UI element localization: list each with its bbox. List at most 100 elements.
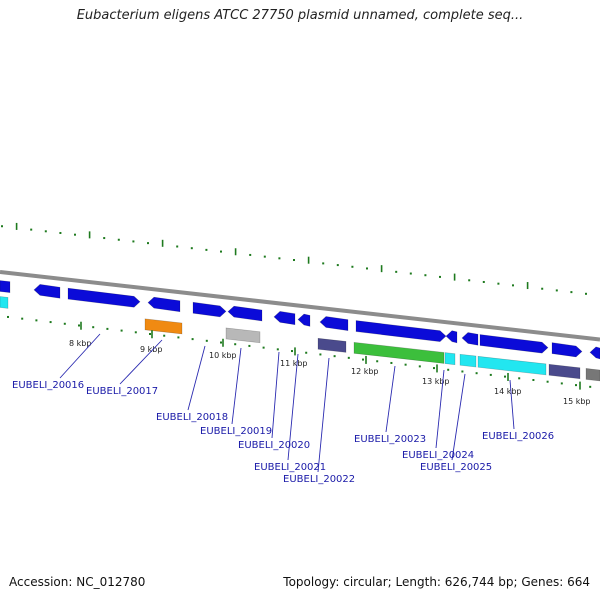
inner-minor-tick xyxy=(277,348,279,350)
outer-minor-tick xyxy=(147,242,149,244)
gene-label: EUBELI_20025 xyxy=(420,462,492,473)
inner-minor-tick xyxy=(390,362,392,364)
inner-minor-tick xyxy=(476,372,478,374)
inner-minor-tick xyxy=(50,321,52,323)
outer-minor-tick xyxy=(45,230,47,232)
outer-minor-tick xyxy=(556,289,558,291)
backbone-line xyxy=(0,272,600,340)
inner-minor-tick xyxy=(263,347,265,349)
inner-minor-tick xyxy=(92,326,94,328)
inner-minor-tick xyxy=(135,331,137,333)
scale-label: 11 kbp xyxy=(280,359,308,368)
outer-minor-tick xyxy=(322,262,324,264)
scale-label: 15 kbp xyxy=(563,397,591,406)
outer-minor-tick xyxy=(249,254,251,256)
gene-feature xyxy=(34,284,60,298)
inner-minor-tick xyxy=(575,384,577,386)
leader-line xyxy=(386,366,395,432)
outer-minor-tick xyxy=(366,267,368,269)
outer-minor-tick xyxy=(278,257,280,259)
inner-minor-tick xyxy=(376,360,378,362)
inner-minor-tick xyxy=(334,355,336,357)
inner-minor-tick xyxy=(561,382,563,384)
inner-minor-tick xyxy=(405,364,407,366)
gene-label: EUBELI_20020 xyxy=(238,440,310,451)
outer-minor-tick xyxy=(176,246,178,248)
gene-label: EUBELI_20018 xyxy=(156,412,228,423)
gene-feature xyxy=(590,347,600,359)
inner-minor-tick xyxy=(7,316,9,318)
gene-feature xyxy=(228,306,262,321)
outer-minor-tick xyxy=(264,256,266,258)
gene-label: EUBELI_20022 xyxy=(283,474,355,485)
outer-minor-tick xyxy=(439,276,441,278)
inner-minor-tick xyxy=(78,324,80,326)
topology-summary-text: Topology: circular; Length: 626,744 bp; … xyxy=(283,575,590,589)
gene-label: EUBELI_20026 xyxy=(482,431,554,442)
inner-minor-tick xyxy=(291,350,293,352)
gene-feature xyxy=(274,311,295,324)
gene-feature xyxy=(445,353,455,365)
gene-feature xyxy=(193,302,226,317)
inner-minor-tick xyxy=(35,319,37,321)
gene-feature xyxy=(145,319,182,334)
gene-feature xyxy=(552,343,582,357)
leader-line xyxy=(272,352,279,438)
outer-minor-tick xyxy=(30,229,32,231)
outer-minor-tick xyxy=(293,259,295,261)
gene-feature xyxy=(549,364,580,378)
gene-feature xyxy=(0,297,8,309)
leader-line xyxy=(318,358,329,472)
outer-minor-tick xyxy=(585,293,587,295)
outer-minor-tick xyxy=(118,239,120,241)
outer-minor-tick xyxy=(132,240,134,242)
outer-minor-tick xyxy=(351,266,353,268)
outer-minor-tick xyxy=(410,273,412,275)
backbone-track xyxy=(0,272,600,340)
gene-label: EUBELI_20021 xyxy=(254,462,326,473)
outer-minor-tick xyxy=(541,288,543,290)
outer-minor-tick xyxy=(424,274,426,276)
scale-label: 10 kbp xyxy=(209,351,237,360)
outer-minor-tick xyxy=(74,234,76,236)
inner-minor-tick xyxy=(348,357,350,359)
outer-minor-tick xyxy=(570,291,572,293)
gene-label: EUBELI_20019 xyxy=(200,426,272,437)
outer-minor-tick xyxy=(395,271,397,273)
inner-minor-tick xyxy=(106,328,108,330)
inner-minor-tick xyxy=(121,330,123,332)
gene-feature xyxy=(0,281,10,293)
inner-minor-tick xyxy=(532,379,534,381)
inner-minor-tick xyxy=(192,338,194,340)
inner-minor-tick xyxy=(21,318,23,320)
inner-minor-tick xyxy=(305,352,307,354)
inner-minor-tick xyxy=(64,323,66,325)
gene-feature xyxy=(586,368,600,381)
gene-label: EUBELI_20023 xyxy=(354,434,426,445)
gene-label: EUBELI_20016 xyxy=(12,380,84,391)
outer-tick-track xyxy=(1,223,587,295)
inner-minor-tick xyxy=(319,353,321,355)
outer-minor-tick xyxy=(103,237,105,239)
gene-feature xyxy=(68,288,140,307)
outer-minor-tick xyxy=(497,283,499,285)
inner-minor-tick xyxy=(589,386,591,388)
outer-minor-tick xyxy=(483,281,485,283)
outer-minor-tick xyxy=(220,251,222,253)
gene-feature xyxy=(226,328,260,343)
inner-minor-tick xyxy=(234,343,236,345)
inner-minor-tick xyxy=(177,336,179,338)
inner-minor-tick xyxy=(447,369,449,371)
scale-label: 14 kbp xyxy=(494,387,522,396)
inner-minor-tick xyxy=(518,377,520,379)
inner-minor-tick xyxy=(163,335,165,337)
accession-text: Accession: NC_012780 xyxy=(9,575,145,589)
leader-line xyxy=(452,374,465,460)
gene-feature xyxy=(354,342,444,363)
gene-label: EUBELI_20024 xyxy=(402,450,474,461)
gene-feature xyxy=(460,354,476,367)
gene-feature xyxy=(148,297,180,312)
outer-minor-tick xyxy=(59,232,61,234)
gene-feature xyxy=(462,332,478,345)
